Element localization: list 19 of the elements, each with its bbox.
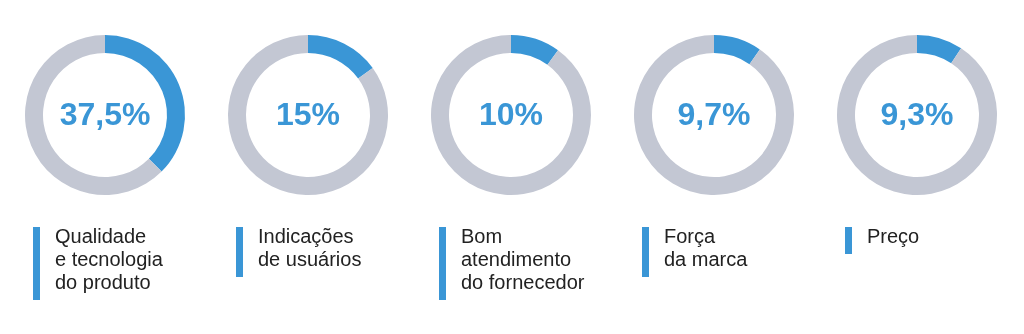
- donut-slice: [25, 35, 162, 195]
- text: Preço: [867, 225, 920, 247]
- data-label: 9,3%: [880, 96, 954, 132]
- text: Força da marca: [664, 225, 749, 270]
- data-label: 9,7%: [677, 96, 751, 132]
- text: Bom atendimento do fornecedor: [461, 225, 585, 293]
- donut-slice: [917, 35, 962, 64]
- data-label: 37,5%: [59, 96, 151, 132]
- donut-slice: [714, 35, 760, 65]
- donut-slice: [308, 35, 373, 79]
- donut-slice: [634, 35, 794, 195]
- text: Qualidade e tecnologia do produto: [55, 225, 164, 293]
- data-label: 10%: [478, 96, 544, 132]
- donut-slice: [228, 35, 388, 195]
- donut-slice: [511, 35, 559, 65]
- data-label: 15%: [275, 96, 341, 132]
- donut-slice: [431, 35, 591, 195]
- donut-slice: [837, 35, 997, 195]
- text: Indicações de usuários: [258, 225, 362, 270]
